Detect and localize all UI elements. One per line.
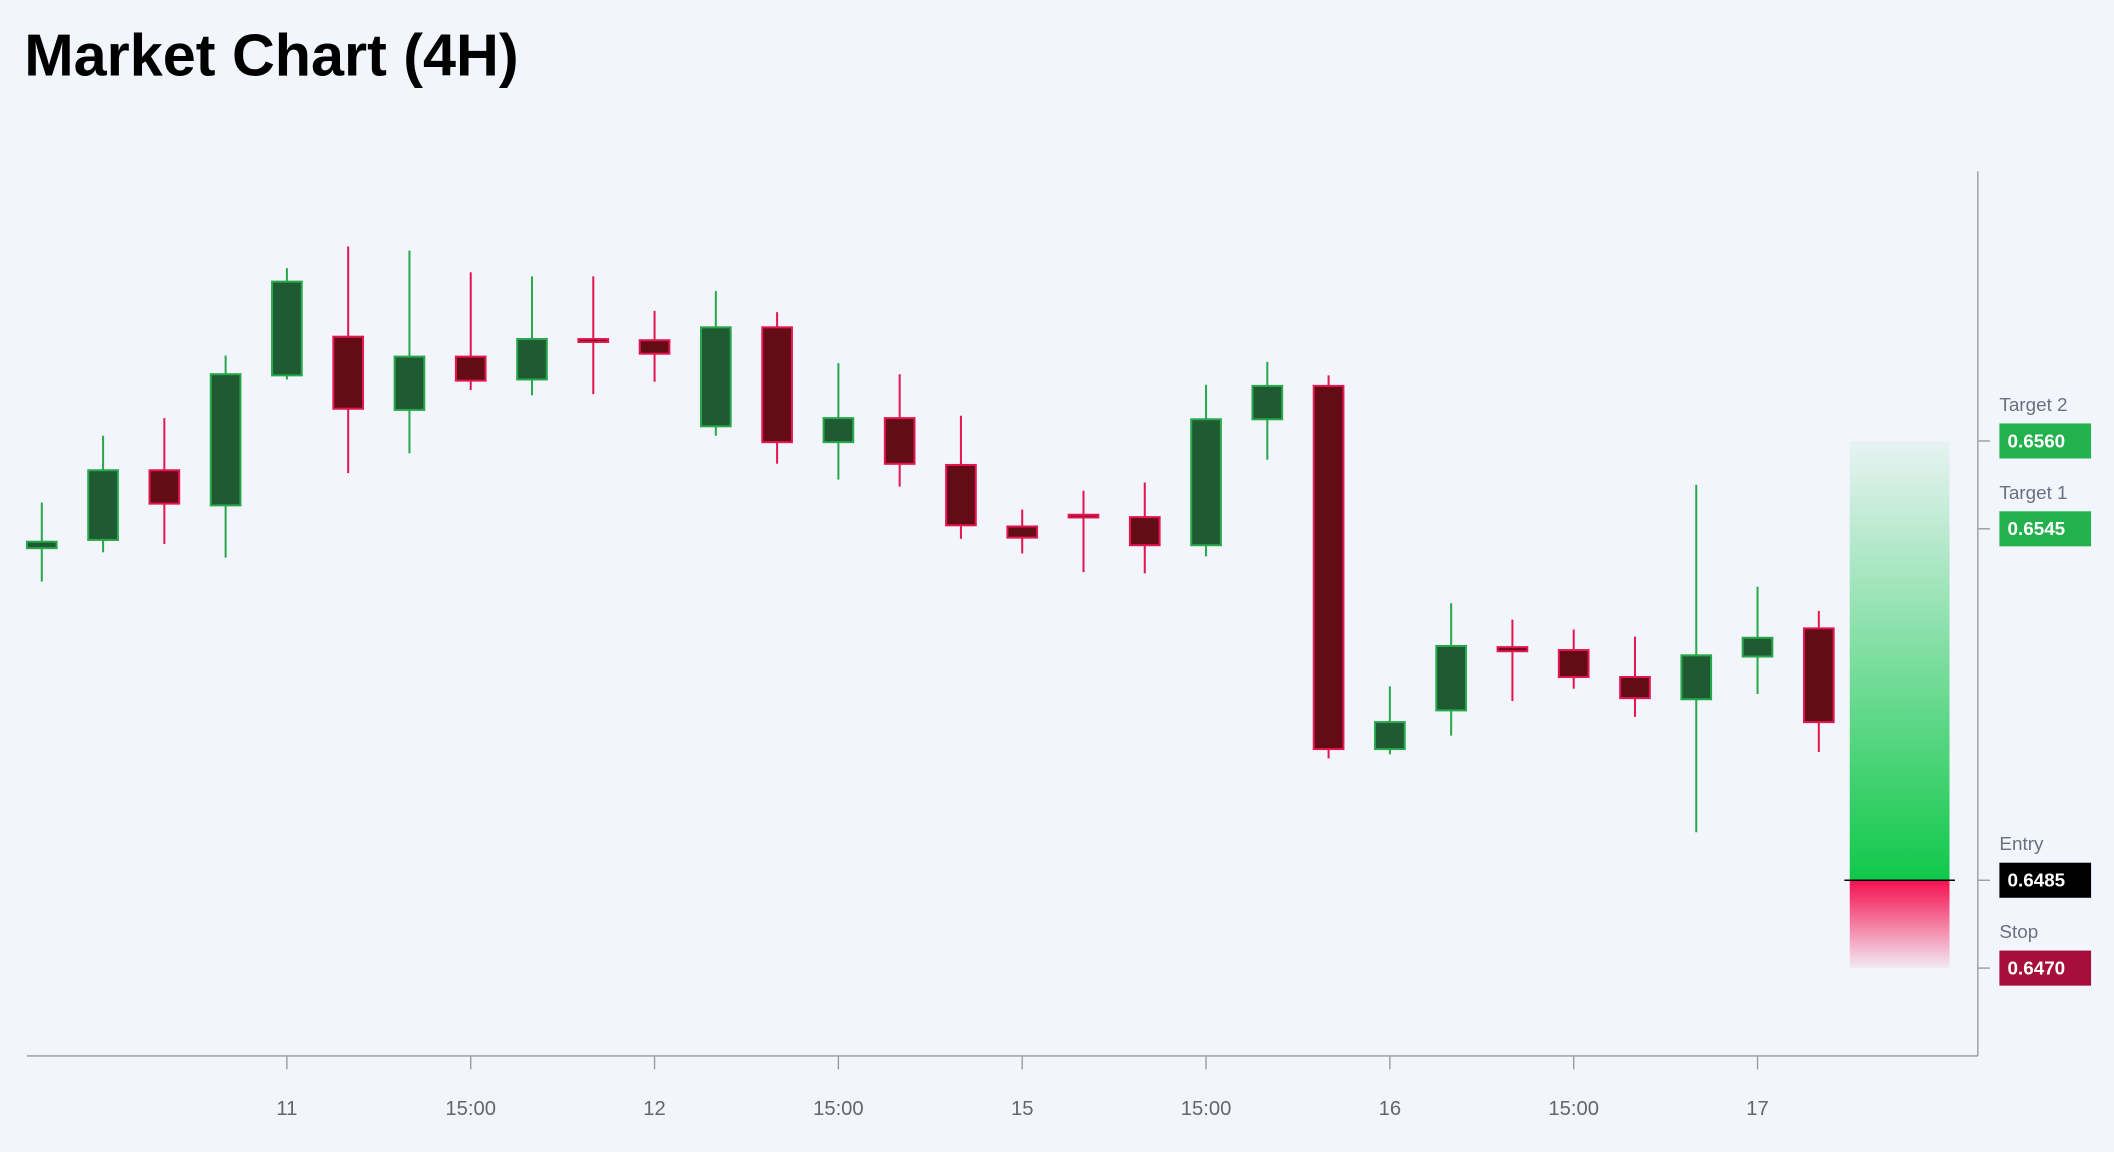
level-box — [1999, 950, 2092, 986]
candle-body — [1128, 516, 1161, 547]
candle-body — [1312, 384, 1345, 751]
level-value: 0.6485 — [2007, 870, 2065, 891]
candle-body — [1741, 636, 1774, 658]
candle-body — [25, 540, 58, 550]
x-tick-label: 16 — [1379, 1098, 1402, 1120]
level-name: Target 1 — [1999, 482, 2067, 503]
level-name: Entry — [1999, 833, 2044, 854]
candle-body — [1557, 649, 1590, 679]
candle-body — [1251, 384, 1284, 421]
x-tick-label: 15:00 — [445, 1098, 496, 1120]
candle-body — [638, 339, 671, 355]
level-value: 0.6470 — [2007, 957, 2065, 978]
candle-body — [883, 417, 916, 465]
level-value: 0.6560 — [2007, 430, 2065, 451]
candle-body — [1496, 646, 1529, 653]
candle-body — [761, 326, 793, 444]
candle-body — [1619, 675, 1651, 700]
candle-body — [393, 355, 426, 411]
x-tick-label: 12 — [643, 1098, 666, 1120]
candle-body — [1190, 418, 1222, 547]
candle-body — [1435, 644, 1467, 712]
level-name: Stop — [1999, 921, 2038, 942]
level-box — [1999, 423, 2092, 459]
candle-body — [87, 469, 119, 541]
candle-body — [1374, 721, 1406, 751]
candle-body — [1680, 654, 1713, 701]
candle-body — [209, 373, 242, 507]
level-box — [1999, 862, 2092, 898]
x-tick-label: 15:00 — [813, 1098, 864, 1120]
candle-body — [454, 355, 487, 382]
level-value: 0.6545 — [2007, 518, 2065, 539]
candle-body — [516, 338, 548, 381]
candle-body — [699, 326, 732, 428]
x-tick-label: 17 — [1746, 1098, 1769, 1120]
x-tick-label: 11 — [276, 1098, 297, 1120]
x-tick-label: 15:00 — [1548, 1098, 1599, 1120]
chart-title: Market Chart (4H) — [24, 21, 518, 88]
candle-body — [332, 335, 365, 410]
candle-body — [1006, 525, 1039, 539]
loss-zone — [1849, 880, 1950, 969]
candle-body — [148, 469, 181, 505]
candle-body — [1802, 627, 1835, 724]
level-box — [1999, 511, 2092, 547]
x-tick-label: 15 — [1011, 1098, 1033, 1120]
level-name: Target 2 — [1999, 394, 2067, 415]
profit-zone — [1849, 440, 1950, 881]
x-tick-label: 15:00 — [1181, 1098, 1232, 1120]
candle-body — [1067, 513, 1100, 519]
candle-body — [577, 338, 610, 343]
candle-body — [822, 417, 855, 444]
candle-body — [945, 463, 977, 527]
candle-body — [271, 280, 303, 377]
